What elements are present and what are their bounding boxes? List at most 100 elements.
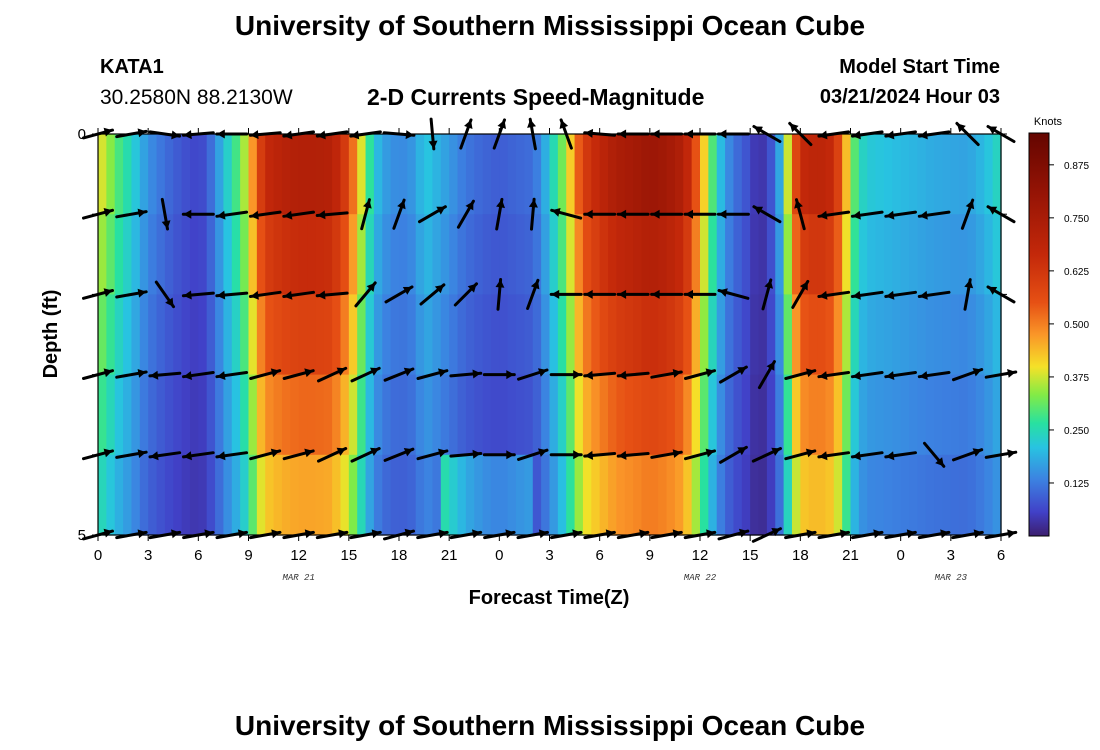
heatmap-cell [942, 214, 952, 295]
heatmap-cell [557, 294, 567, 376]
arrow-head [805, 368, 815, 378]
heatmap-cell [674, 374, 684, 456]
heatmap-cell [850, 294, 860, 376]
heatmap-cell [248, 134, 258, 215]
heatmap-cell [633, 294, 643, 376]
current-arrow [383, 447, 415, 462]
heatmap-cell [323, 454, 333, 536]
heatmap-cell [482, 134, 492, 215]
heatmap-cell [883, 294, 893, 376]
heatmap-cell [482, 214, 492, 295]
x-tick-label: 3 [947, 547, 955, 564]
current-arrow [215, 210, 249, 220]
current-arrow [884, 290, 917, 300]
heatmap-cell [156, 294, 166, 376]
heatmap-cell [808, 214, 818, 295]
arrow-head [183, 371, 192, 380]
arrow-head [283, 130, 293, 140]
arrow-head [336, 447, 346, 456]
arrow-layer [82, 117, 1018, 543]
heatmap-cell [399, 374, 408, 456]
arrow-head [317, 290, 326, 300]
heatmap-cell [842, 134, 852, 215]
arrow-head [103, 288, 113, 297]
heatmap-cell [256, 214, 266, 295]
current-arrow [315, 210, 349, 220]
heatmap-cell [273, 214, 283, 295]
heatmap-cell [850, 454, 860, 536]
heatmap-cell [123, 374, 133, 456]
heatmap-cell [106, 454, 116, 536]
heatmap-cell [98, 374, 107, 456]
heatmap-cell [708, 214, 718, 295]
colorbar-unit-label: Knots [1034, 116, 1063, 128]
arrow-head [852, 290, 861, 300]
arrow-head [956, 123, 966, 133]
station-id: KATA1 [100, 56, 164, 78]
arrow-head [528, 199, 538, 208]
heatmap-cell [950, 454, 960, 536]
heatmap-cell [733, 454, 743, 536]
heatmap-cell [984, 134, 994, 215]
heatmap-cell [967, 214, 977, 295]
heatmap-cell [298, 374, 308, 456]
current-arrow [752, 205, 782, 224]
heatmap-cell [766, 374, 776, 456]
current-arrow [160, 197, 171, 231]
heatmap-cell [549, 454, 559, 536]
heatmap-cell [348, 214, 358, 295]
heatmap-cell [415, 134, 425, 215]
arrow-head [350, 130, 360, 140]
heatmap-cell [984, 454, 994, 536]
arrow-head [965, 200, 975, 210]
heatmap-cell [917, 454, 927, 536]
arrow-head [216, 290, 226, 300]
current-arrow [683, 289, 717, 299]
heatmap-cell [833, 214, 843, 295]
heatmap-cell [683, 374, 693, 456]
heatmap-cell [516, 214, 526, 295]
heatmap-cell [892, 214, 902, 295]
heatmap-cell [449, 294, 459, 376]
current-arrow [684, 368, 716, 380]
heatmap-cell [148, 214, 158, 295]
arrow-head [103, 368, 113, 378]
arrow-head [165, 297, 174, 307]
arrow-head [972, 448, 982, 457]
heatmap-cell [482, 374, 492, 456]
heatmap-cell [139, 294, 149, 376]
x-tick-label: 0 [94, 547, 102, 564]
heatmap-cell [549, 374, 559, 456]
heatmap-cell [808, 294, 818, 376]
heatmap-cell [365, 454, 375, 536]
heatmap-cell [950, 214, 960, 295]
arrow-head [572, 529, 581, 539]
heatmap-cell [649, 454, 659, 536]
heatmap-cell [766, 294, 776, 376]
arrow-head [584, 209, 593, 219]
heatmap-cell [449, 134, 459, 215]
heatmap-cell [340, 294, 350, 376]
current-arrow [751, 447, 782, 463]
heatmap-cell [198, 134, 208, 215]
heatmap-cell [674, 134, 684, 215]
heatmap-cell [373, 374, 383, 456]
heatmap-cell [357, 454, 367, 536]
arrow-head [216, 371, 226, 380]
heatmap-cell [131, 294, 141, 376]
heatmap-cell [164, 374, 174, 456]
heatmap-cell [323, 214, 333, 295]
heatmap-cell [382, 374, 392, 456]
current-arrow [650, 209, 684, 219]
current-arrow [282, 290, 315, 300]
arrow-head [472, 529, 481, 539]
heatmap-cell [307, 294, 316, 376]
arrow-head [639, 529, 648, 539]
heatmap-cell [691, 294, 701, 376]
heatmap-cell [440, 454, 450, 536]
heatmap-cell [332, 454, 342, 536]
heatmap-cell [892, 134, 902, 215]
current-arrow [249, 448, 282, 461]
heatmap-cell [206, 214, 216, 295]
arrow-head [766, 361, 775, 371]
